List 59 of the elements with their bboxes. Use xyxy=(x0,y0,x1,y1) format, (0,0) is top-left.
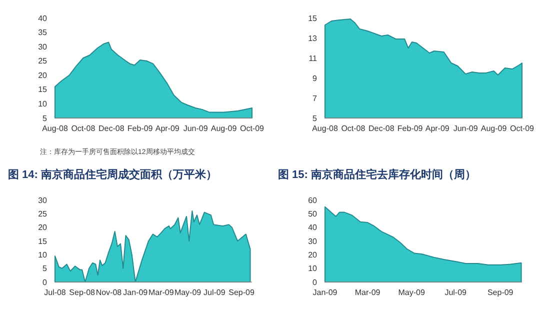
y-tick-label: 10 xyxy=(308,264,318,274)
x-tick-label: Apr-09 xyxy=(155,124,180,133)
x-tick-label: Oct-09 xyxy=(510,124,535,133)
x-tick-label: May-09 xyxy=(174,288,202,297)
x-tick-label: Dec-08 xyxy=(98,124,125,133)
x-tick-label: Sep-09 xyxy=(228,288,255,297)
x-tick-label: Aug-08 xyxy=(312,124,338,133)
y-tick-label: 30 xyxy=(308,236,318,246)
x-tick-label: Nov-08 xyxy=(96,288,122,297)
y-tick-label: 10 xyxy=(38,100,48,109)
y-tick-label: 35 xyxy=(38,28,48,38)
y-tick-label: 7 xyxy=(312,94,318,103)
y-tick-label: 25 xyxy=(38,209,48,218)
x-tick-label: Oct-08 xyxy=(341,124,366,133)
y-tick-label: 13 xyxy=(308,34,318,43)
y-tick-label: 30 xyxy=(38,196,48,205)
x-tick-label: Apr-09 xyxy=(425,124,450,133)
x-tick-label: Jul-08 xyxy=(44,288,66,297)
y-tick-label: 15 xyxy=(38,85,48,94)
x-tick-label: Aug-08 xyxy=(42,124,68,133)
x-tick-label: Feb-09 xyxy=(127,124,154,133)
y-tick-label: 25 xyxy=(38,56,48,66)
y-tick-label: 0 xyxy=(42,278,48,287)
y-tick-label: 15 xyxy=(308,14,318,23)
x-tick-label: Aug-09 xyxy=(210,124,238,133)
y-tick-label: 30 xyxy=(38,42,48,52)
x-tick-label: Jun-09 xyxy=(183,124,208,133)
y-tick-label: 20 xyxy=(308,250,318,260)
x-tick-label: Sep-09 xyxy=(487,288,514,297)
x-tick-label: Mar-09 xyxy=(148,288,174,297)
x-tick-label: Mar-09 xyxy=(354,288,381,297)
y-tick-label: 5 xyxy=(42,114,48,123)
x-tick-label: Feb-09 xyxy=(397,124,424,133)
x-tick-label: Dec-08 xyxy=(368,124,395,133)
x-tick-label: May-09 xyxy=(398,288,426,297)
y-tick-label: 20 xyxy=(38,223,48,232)
x-tick-label: Aug-09 xyxy=(480,124,508,133)
x-tick-label: Jul-09 xyxy=(204,288,226,297)
x-tick-label: Jan-09 xyxy=(312,288,338,297)
chart-title: 图 15: 南京商品住宅去库存化时间（周） xyxy=(278,168,476,181)
x-tick-label: Jun-09 xyxy=(453,124,478,133)
y-tick-label: 5 xyxy=(42,264,48,274)
y-tick-label: 5 xyxy=(312,114,318,123)
y-tick-label: 10 xyxy=(38,250,48,260)
y-tick-label: 50 xyxy=(308,209,318,218)
y-tick-label: 40 xyxy=(308,223,318,232)
x-tick-label: Jan-09 xyxy=(123,288,148,297)
y-tick-label: 60 xyxy=(308,196,318,205)
y-tick-label: 11 xyxy=(308,54,318,63)
y-tick-label: 40 xyxy=(38,14,48,23)
x-tick-label: Oct-08 xyxy=(71,124,96,133)
x-tick-label: Jul-09 xyxy=(444,288,468,297)
y-tick-label: 9 xyxy=(312,74,318,83)
y-tick-label: 0 xyxy=(312,278,318,287)
x-tick-label: Sep-08 xyxy=(69,288,96,297)
y-tick-label: 20 xyxy=(38,70,48,80)
y-tick-label: 15 xyxy=(38,236,48,246)
chart-title: 图 14: 南京商品住宅周成交面积（万平米） xyxy=(8,168,218,181)
x-tick-label: Oct-09 xyxy=(240,124,265,133)
